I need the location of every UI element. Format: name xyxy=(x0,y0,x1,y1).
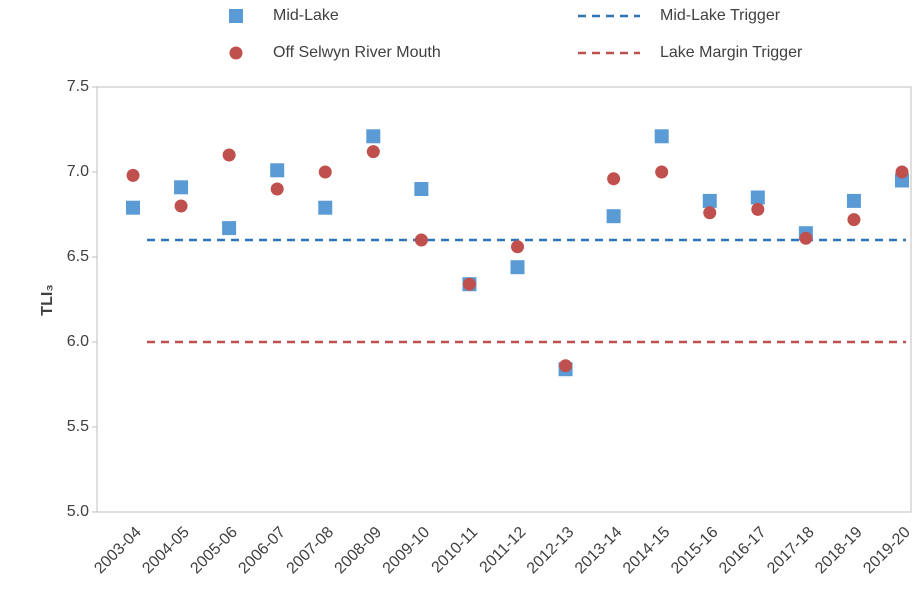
x-tick-label: 2013-14 xyxy=(572,524,626,578)
x-tick-label: 2017-18 xyxy=(764,524,818,578)
x-tick-label: 2003-04 xyxy=(91,524,145,578)
x-tick-label: 2016-17 xyxy=(716,524,770,578)
point xyxy=(655,165,669,179)
point xyxy=(751,202,765,216)
point xyxy=(606,209,621,224)
point xyxy=(318,200,333,215)
point xyxy=(270,163,285,178)
point xyxy=(270,182,284,196)
point xyxy=(222,148,236,162)
x-tick-label: 2008-09 xyxy=(332,524,386,578)
point xyxy=(847,213,861,227)
legend-marker xyxy=(229,9,243,23)
point xyxy=(414,182,429,196)
point xyxy=(126,168,140,182)
point xyxy=(462,277,476,291)
legend-label: Lake Margin Trigger xyxy=(660,44,803,61)
point xyxy=(318,165,332,179)
x-tick-label: 2006-07 xyxy=(235,524,289,578)
legend-label: Mid-Lake xyxy=(273,7,339,24)
point xyxy=(511,240,524,254)
x-tick-label: 2009-10 xyxy=(380,524,434,578)
point xyxy=(703,206,717,220)
x-tick-label: 2007-08 xyxy=(284,524,338,578)
y-tick-label: 5.0 xyxy=(67,503,89,520)
x-tick-label: 2004-05 xyxy=(139,524,193,578)
x-tick-label: 2011-12 xyxy=(477,524,530,577)
point xyxy=(559,359,573,373)
point xyxy=(702,193,717,208)
x-tick-label: 2012-13 xyxy=(524,524,578,578)
point xyxy=(750,190,765,205)
x-tick-label: 2005-06 xyxy=(187,524,241,578)
x-tick-label: 2019-20 xyxy=(860,524,914,578)
legend-label: Mid-Lake Trigger xyxy=(660,7,781,24)
point xyxy=(895,165,909,179)
point xyxy=(414,233,428,247)
point xyxy=(222,221,237,236)
legend-label: Off Selwyn River Mouth xyxy=(273,44,441,61)
point xyxy=(510,260,525,275)
x-tick-label: 2014-15 xyxy=(620,524,674,578)
point xyxy=(607,172,621,186)
point xyxy=(174,180,189,195)
point xyxy=(366,129,381,144)
y-tick-label: 6.0 xyxy=(67,333,89,350)
plot-area xyxy=(96,86,912,513)
point xyxy=(654,129,669,144)
point xyxy=(799,231,813,245)
point xyxy=(174,199,188,213)
point xyxy=(126,200,140,215)
x-tick-label: 2015-16 xyxy=(668,524,722,578)
point xyxy=(846,193,861,208)
y-tick-label: 6.5 xyxy=(67,248,89,265)
y-axis-label: TLI₃ xyxy=(39,284,56,315)
x-tick-label: 2010-11 xyxy=(429,524,482,577)
y-tick-label: 5.5 xyxy=(67,418,89,435)
point xyxy=(366,145,380,159)
x-tick-label: 2018-19 xyxy=(812,524,866,578)
legend-marker xyxy=(229,46,243,60)
y-tick-label: 7.5 xyxy=(67,78,89,95)
y-tick-label: 7.0 xyxy=(67,163,89,180)
